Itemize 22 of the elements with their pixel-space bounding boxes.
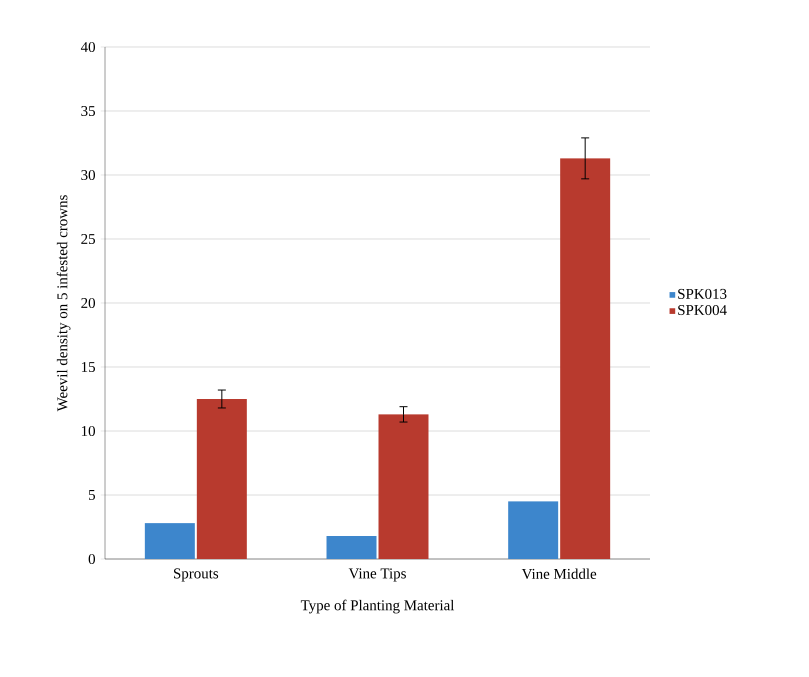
y-tick-label: 25 xyxy=(81,234,95,244)
bar xyxy=(508,501,558,559)
y-tick-label: 10 xyxy=(82,426,95,436)
x-tick-label: Vine Tips xyxy=(348,568,406,582)
y-axis-title: Weevil density on 5 infested crowns xyxy=(56,195,70,412)
x-tick-label: Sprouts xyxy=(174,568,218,582)
y-tick-label: 35 xyxy=(81,106,95,116)
x-axis-title: Type of Planting Material xyxy=(300,600,454,614)
y-tick-label: 15 xyxy=(82,362,95,372)
bar xyxy=(326,536,377,559)
y-tick-label: 20 xyxy=(81,298,95,308)
legend-label: SPK004 xyxy=(678,304,727,316)
bar xyxy=(196,399,247,559)
bar xyxy=(378,414,428,559)
y-tick-label: 30 xyxy=(81,170,95,180)
x-tick-label: Vine Middle xyxy=(522,568,596,580)
legend-label: SPK013 xyxy=(678,288,726,299)
y-tick-label: 40 xyxy=(80,42,95,52)
bar xyxy=(560,158,610,559)
y-tick-label: 5 xyxy=(88,490,95,500)
bar xyxy=(144,523,195,559)
y-tick-label: 0 xyxy=(88,554,95,564)
